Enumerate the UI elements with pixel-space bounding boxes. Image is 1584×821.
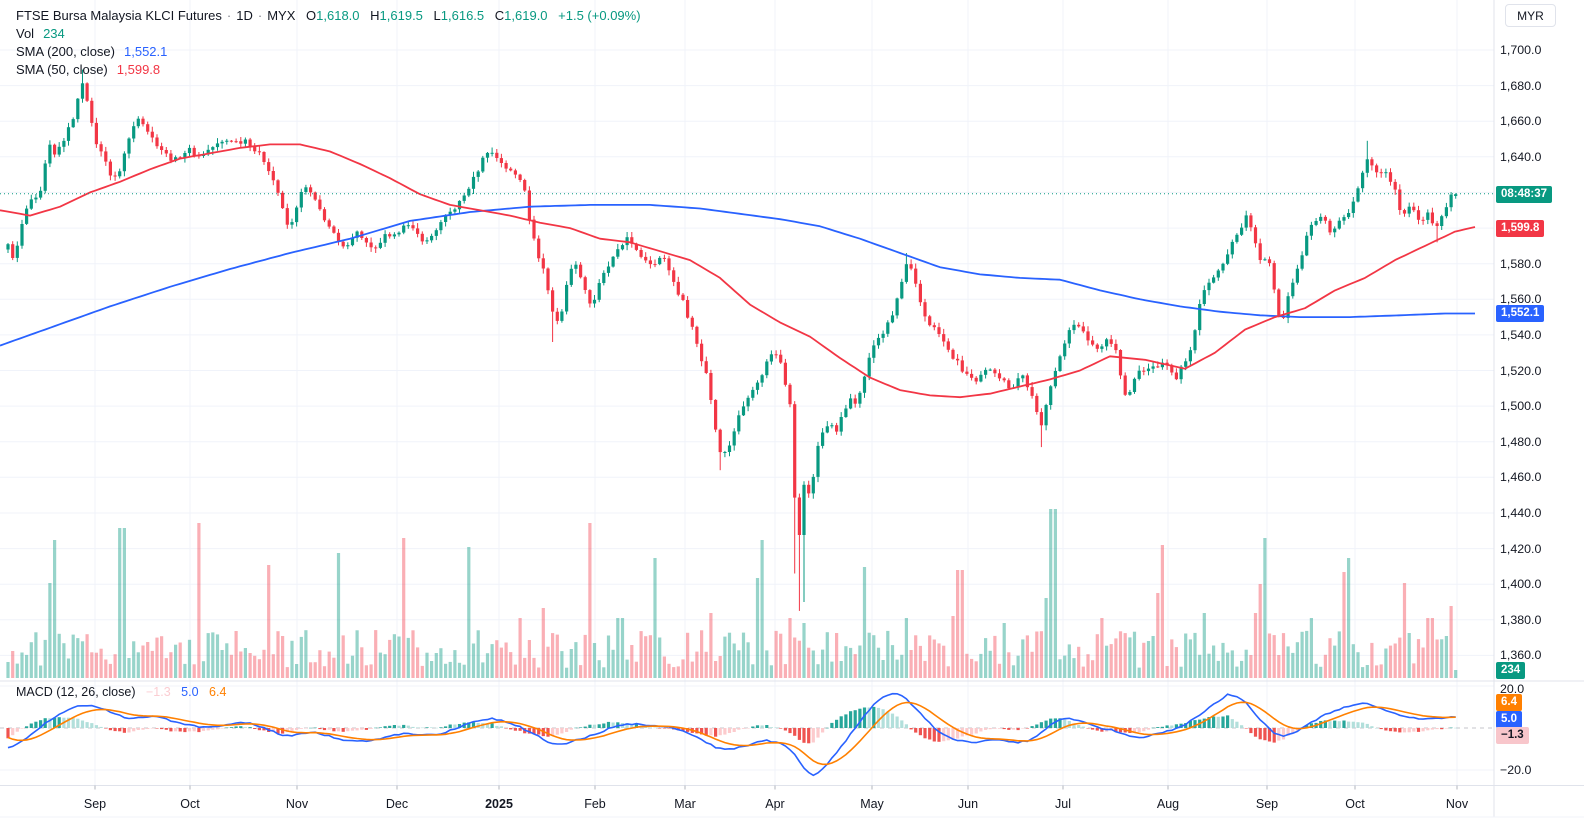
sma50-value-badge: 1,599.8: [1496, 220, 1545, 237]
interval-selector[interactable]: 1D: [236, 8, 253, 23]
time-axis-label: Apr: [765, 797, 785, 811]
sma200-value: 1,552.1: [124, 44, 168, 59]
macd-hist-badge: −1.3: [1496, 727, 1529, 744]
exchange-label[interactable]: MYX: [267, 8, 296, 23]
macd-signal-value: 6.4: [209, 685, 227, 699]
time-axis-label: Nov: [1445, 797, 1469, 811]
price-axis-label: 1,500.0: [1500, 399, 1542, 414]
high-label: H: [370, 8, 380, 23]
price-axis-label: 1,480.0: [1500, 434, 1542, 449]
sma50-row[interactable]: SMA (50, close) 1,599.8: [16, 61, 641, 79]
price-axis-label: 1,520.0: [1500, 363, 1542, 378]
low-value: 1,616.5: [440, 8, 485, 23]
macd-line-value: 5.0: [181, 685, 199, 699]
time-axis-label: Aug: [1156, 797, 1180, 811]
time-axis-label: Nov: [285, 797, 309, 811]
price-axis-label: 1,380.0: [1500, 612, 1542, 627]
price-axis-label: 1,420.0: [1500, 541, 1542, 556]
price-axis-label: 1,640.0: [1500, 149, 1542, 164]
price-axis-label: 1,540.0: [1500, 327, 1542, 342]
macd-label: MACD (12, 26, close): [16, 685, 136, 699]
currency-toggle-button[interactable]: MYR: [1505, 4, 1556, 27]
symbol-row[interactable]: FTSE Bursa Malaysia KLCI Futures · 1D · MYX …: [16, 7, 641, 25]
price-axis-label: 1,680.0: [1500, 78, 1542, 93]
price-axis-label: 1,580.0: [1500, 256, 1542, 271]
sma200-row[interactable]: SMA (200, close) 1,552.1: [16, 43, 641, 61]
symbol-title[interactable]: FTSE Bursa Malaysia KLCI Futures: [16, 8, 222, 23]
close-value: 1,619.0: [504, 8, 548, 23]
price-axis-label: 1,660.0: [1500, 114, 1542, 129]
price-axis-label: 1,460.0: [1500, 470, 1542, 485]
macd-line-badge: 5.0: [1496, 711, 1522, 728]
time-axis-label: May: [860, 797, 884, 811]
time-axis-label: Jul: [1055, 797, 1071, 811]
sma200-value-badge: 1,552.1: [1496, 305, 1545, 322]
time-axis-label: Dec: [385, 797, 409, 811]
change-value: +1.5 (+0.09%): [558, 8, 641, 23]
time-axis-label: Jun: [957, 797, 979, 811]
time-axis-label: Oct: [180, 797, 200, 811]
open-label: O: [306, 8, 317, 23]
price-axis-label: 1,560.0: [1500, 292, 1542, 307]
sma50-label: SMA (50, close): [16, 62, 108, 77]
volume-value: 234: [43, 26, 65, 41]
legend: FTSE Bursa Malaysia KLCI Futures · 1D · MYX …: [16, 7, 641, 79]
separator-dot: ·: [257, 8, 263, 23]
price-axis-label: 1,700.0: [1500, 43, 1542, 57]
volume-label: Vol: [16, 26, 35, 41]
sma50-value: 1,599.8: [116, 62, 161, 77]
close-label: C: [494, 8, 505, 23]
macd-axis-label: −20.0: [1500, 763, 1532, 777]
macd-axis-label: 20.0: [1500, 682, 1525, 696]
time-axis-label: Sep: [83, 797, 107, 811]
macd-row[interactable]: MACD (12, 26, close) −1.3 5.0 6.4: [16, 684, 233, 700]
sma200-label: SMA (200, close): [16, 44, 115, 59]
time-axis-label: Feb: [584, 797, 606, 811]
macd-signal-badge: 6.4: [1496, 694, 1522, 711]
volume-row[interactable]: Vol 234: [16, 25, 641, 43]
time-axis-label: Sep: [1255, 797, 1279, 811]
time-axis-label: Oct: [1345, 797, 1365, 811]
time-axis-label: Mar: [674, 797, 696, 811]
price-axis-label: 1,440.0: [1500, 506, 1542, 520]
volume-value-badge: 234: [1496, 662, 1526, 679]
separator-dot: ·: [226, 8, 232, 23]
time-axis-label: 2025: [485, 797, 513, 811]
price-axis-label: 1,360.0: [1500, 648, 1542, 663]
price-axis-label: 1,400.0: [1500, 577, 1542, 592]
countdown-badge: 08:48:37: [1496, 186, 1553, 203]
low-label: L: [433, 8, 441, 23]
high-value: 1,619.5: [379, 8, 423, 23]
open-value: 1,618.0: [316, 8, 360, 23]
macd-hist-value: −1.3: [145, 685, 171, 699]
